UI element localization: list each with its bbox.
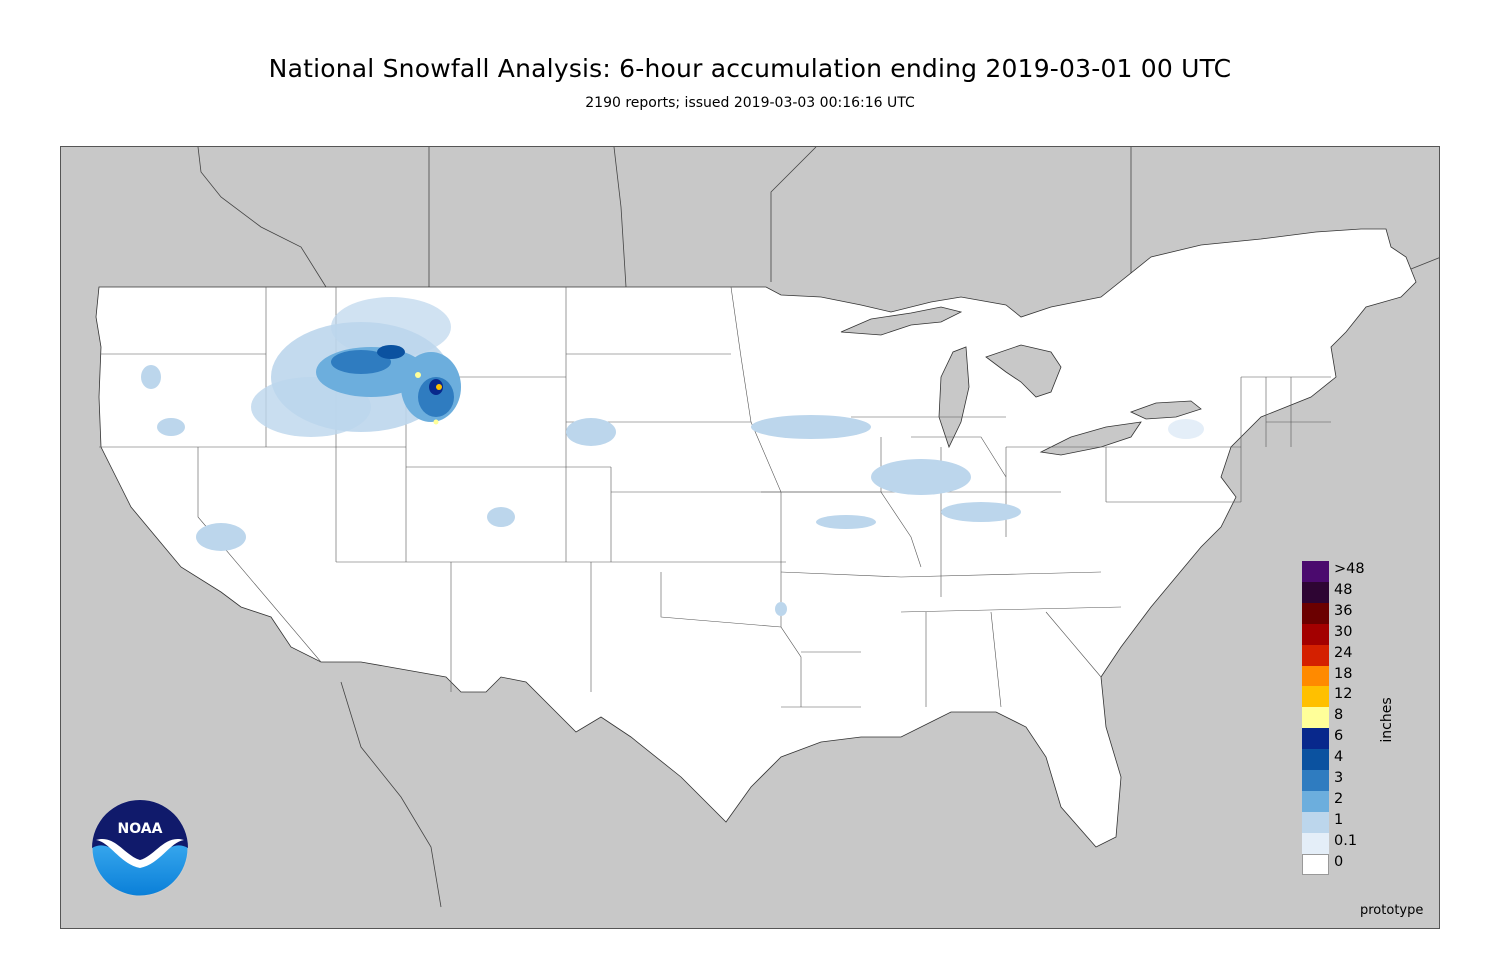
map-subtitle: 2190 reports; issued 2019-03-03 00:16:16… [585, 95, 915, 111]
map-title: National Snowfall Analysis: 6-hour accum… [268, 54, 1232, 83]
snowfall-shading [141, 297, 1204, 616]
legend-label: 6 [1334, 728, 1344, 745]
legend-swatch [1302, 832, 1329, 854]
legend-swatch [1302, 770, 1329, 791]
legend-label: 3 [1334, 770, 1344, 786]
legend-label: 0.1 [1334, 832, 1358, 849]
legend-label: 0 [1334, 853, 1344, 870]
legend-swatch [1302, 644, 1329, 666]
legend-swatch [1302, 853, 1329, 875]
great-lakes [840, 306, 1202, 456]
legend-label: 48 [1334, 581, 1353, 598]
legend-label: 8 [1334, 707, 1344, 724]
legend-label: 4 [1334, 749, 1344, 766]
legend-label: 30 [1334, 623, 1353, 640]
noaa-logo-text: NOAA [118, 821, 163, 837]
legend-swatch [1302, 707, 1329, 729]
legend-swatch [1302, 686, 1329, 708]
legend-swatch [1302, 561, 1329, 582]
legend-swatch [1302, 728, 1329, 750]
snowfall-map [60, 146, 1440, 929]
legend-swatch [1302, 602, 1329, 624]
legend-label: 12 [1334, 686, 1353, 703]
legend-swatch [1302, 623, 1329, 645]
legend-label: 36 [1334, 602, 1353, 619]
noaa-logo: NOAA [91, 799, 189, 897]
legend-swatch [1302, 749, 1329, 771]
legend-label: >48 [1334, 561, 1365, 577]
legend-swatch [1302, 790, 1329, 812]
legend-swatch [1302, 581, 1329, 603]
legend-label: 24 [1334, 644, 1353, 661]
legend-label: 18 [1334, 665, 1353, 682]
legend-label: 1 [1334, 811, 1344, 828]
prototype-label: prototype [1360, 903, 1424, 918]
state-borders [99, 286, 1331, 708]
legend-swatch [1302, 665, 1329, 687]
legend-swatch [1302, 811, 1329, 833]
map-canvas [61, 147, 1439, 928]
legend-unit-label: inches [1379, 697, 1395, 743]
legend-label: 2 [1334, 790, 1344, 807]
